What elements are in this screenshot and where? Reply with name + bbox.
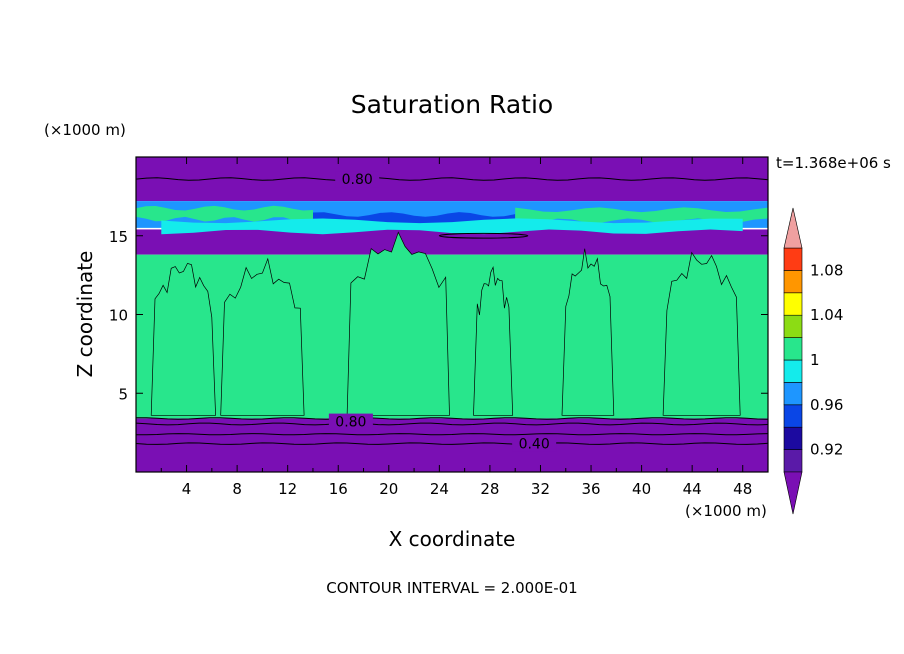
- colorbar-swatch: [783, 270, 803, 294]
- x-tick-label: 20: [379, 480, 398, 498]
- colorbar-swatch: [783, 404, 803, 428]
- colorbar-tick-label: 1: [810, 351, 820, 369]
- cloud-column: [220, 257, 305, 416]
- contour-label: 0.40: [519, 437, 550, 453]
- x-tick-label: 4: [182, 480, 192, 498]
- contour-interval-label: CONTOUR INTERVAL = 2.000E-01: [326, 579, 577, 597]
- y-tick-label: 5: [118, 385, 128, 403]
- colorbar-tick-label: 1.08: [810, 261, 843, 279]
- contour-line: [136, 433, 768, 436]
- colorbar-swatch: [783, 247, 803, 271]
- x-tick-label: 32: [531, 480, 550, 498]
- colorbar-under-arrow: [783, 471, 803, 515]
- colorbar-swatch: [783, 359, 803, 383]
- y-axis-ticks: 5 10 15: [109, 228, 768, 403]
- contour-line: [136, 442, 768, 445]
- colorbar-over-arrow: [783, 207, 803, 249]
- x-tick-label: 12: [278, 480, 297, 498]
- colorbar-swatch: [783, 382, 803, 406]
- cloud-column: [473, 266, 514, 416]
- moist-streak: [161, 218, 743, 235]
- field-layer: [136, 157, 768, 202]
- colorbar-tick-label: 0.96: [810, 396, 843, 414]
- contour-label-background: [328, 413, 373, 430]
- x-tick-label: 44: [683, 480, 702, 498]
- y-unit-label: (×1000 m): [44, 121, 126, 139]
- contour-lines: [136, 177, 768, 445]
- contour-line: [136, 177, 768, 181]
- contour-label: 0.80: [335, 415, 366, 431]
- x-tick-label: 24: [430, 480, 449, 498]
- y-tick-label: 15: [109, 228, 128, 246]
- y-tick-label: 10: [109, 307, 128, 325]
- contour-labels: 0.80 0.80 0.40: [328, 171, 557, 453]
- colorbar-tick-label: 1.04: [810, 306, 843, 324]
- contour-label-background: [512, 435, 557, 452]
- x-tick-label: 28: [480, 480, 499, 498]
- x-axis-ticks: 4 8 12 16 20 24 28 32 36 40 44 48: [160, 157, 752, 498]
- colorbar-swatch: [783, 337, 803, 361]
- x-tick-label: 16: [329, 480, 348, 498]
- colorbar-swatch: [783, 426, 803, 450]
- colorbar-swatch: [783, 314, 803, 338]
- contour-label-background: [335, 171, 380, 188]
- x-axis-label: X coordinate: [389, 527, 516, 551]
- y-axis-label: Z coordinate: [73, 251, 97, 378]
- chart-title: Saturation Ratio: [351, 90, 553, 119]
- plot-area: [136, 157, 768, 472]
- x-tick-label: 36: [581, 480, 600, 498]
- contour-line: [438, 232, 529, 239]
- x-unit-label: (×1000 m): [685, 502, 767, 520]
- cloud-column: [150, 262, 216, 416]
- x-tick-label: 48: [733, 480, 752, 498]
- x-tick-label: 40: [632, 480, 651, 498]
- contour-line: [136, 417, 768, 420]
- colorbar: 1.08 1.04 1 0.96 0.92: [783, 207, 843, 515]
- colorbar-tick-label: 0.92: [810, 441, 843, 459]
- cloud-column: [662, 251, 741, 416]
- field-layer: [136, 418, 768, 472]
- time-label: t=1.368e+06 s: [776, 154, 891, 172]
- colorbar-swatch: [783, 292, 803, 316]
- colorbar-swatch: [783, 449, 803, 473]
- contour-line: [136, 422, 768, 426]
- x-tick-label: 8: [232, 480, 242, 498]
- cloud-column: [561, 248, 615, 416]
- cloud-column: [346, 231, 450, 416]
- shaded-field: [136, 157, 768, 472]
- contour-label: 0.80: [342, 172, 373, 188]
- field-layer: [136, 229, 768, 255]
- moist-streak: [136, 205, 313, 222]
